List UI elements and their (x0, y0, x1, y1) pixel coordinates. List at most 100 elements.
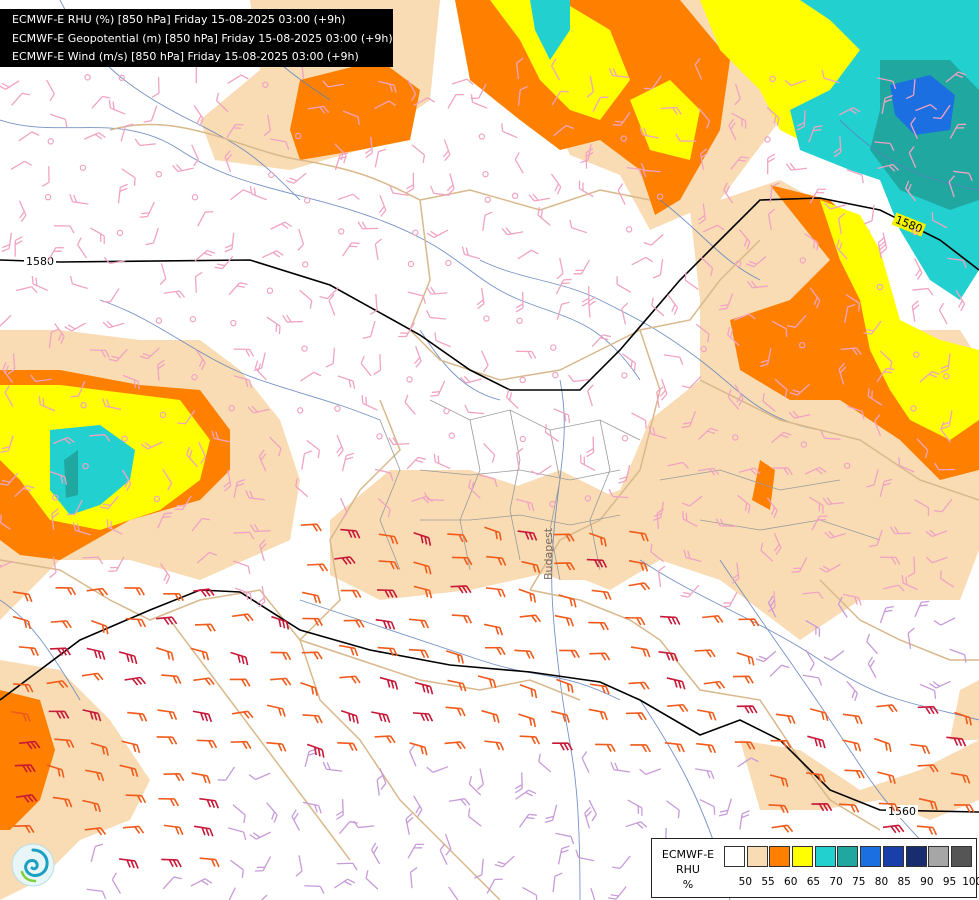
wind-barb (301, 450, 313, 470)
wind-barb (879, 478, 893, 498)
wind-barb (70, 380, 86, 398)
city-label-budapest: Budapest (542, 527, 555, 580)
wind-barb (186, 446, 198, 468)
calm-marker (191, 194, 199, 201)
wind-barb (295, 855, 303, 877)
wind-barb (325, 347, 336, 368)
wind-barb (360, 355, 372, 377)
wind-barb (703, 680, 726, 690)
calm-marker (191, 373, 198, 381)
wind-barb (728, 118, 737, 141)
calm-marker (769, 75, 776, 83)
wind-barb (270, 221, 293, 230)
wind-barb (47, 247, 64, 262)
wind-barb (409, 744, 417, 767)
wind-barb (736, 652, 755, 666)
wind-barb (408, 648, 430, 659)
wind-barb (161, 858, 182, 868)
wind-barb (738, 618, 760, 627)
wind-barb (230, 740, 252, 750)
wind-barb (590, 683, 610, 695)
wind-barb (591, 334, 612, 348)
wind-barb (517, 85, 528, 106)
wind-barb (773, 533, 782, 555)
wind-barb (306, 439, 321, 459)
map-title-box: ECMWF-E RHU (%) [850 hPa] Friday 15-08-2… (0, 9, 393, 67)
wind-barb (844, 303, 856, 323)
wind-barb (515, 447, 524, 470)
wind-barb (700, 256, 714, 277)
wind-barb (842, 739, 862, 752)
wind-barb (811, 515, 828, 531)
calm-marker (625, 226, 633, 233)
wind-barb (194, 249, 216, 262)
wind-barb (398, 322, 415, 338)
wind-barb (933, 617, 956, 626)
wind-barb (521, 560, 541, 574)
wind-barb (89, 227, 105, 244)
wind-barb (434, 332, 451, 348)
calm-marker (876, 283, 884, 291)
wind-barb (552, 872, 563, 893)
wind-barb (824, 202, 846, 210)
wind-barb (484, 740, 505, 751)
wind-barb (197, 211, 214, 227)
wind-barb (157, 512, 173, 529)
legend-label-70: 70 (829, 876, 843, 888)
wind-barb (77, 237, 88, 259)
wind-barb (446, 173, 455, 196)
wind-barb (617, 183, 626, 205)
wind-barb (916, 825, 938, 836)
wind-barb (839, 803, 860, 813)
wind-barb (629, 530, 649, 542)
calm-marker (478, 133, 486, 140)
wind-barb (100, 495, 119, 510)
wind-barb (940, 421, 951, 443)
wind-barb (477, 675, 497, 689)
wind-barb (558, 594, 577, 608)
wind-barb (947, 257, 967, 269)
wind-barb (48, 328, 59, 349)
wind-barb (255, 856, 272, 872)
wind-barb (863, 320, 882, 335)
wind-barb (300, 371, 322, 382)
wind-barb (470, 94, 488, 109)
wind-barb (950, 772, 971, 784)
wind-barb (916, 438, 929, 459)
wind-barb (640, 162, 661, 173)
wind-barb (518, 588, 537, 603)
wind-barb (249, 524, 271, 533)
wind-barb (698, 108, 711, 129)
wind-barb (445, 706, 466, 717)
wind-barb (877, 77, 897, 90)
wind-barb (249, 831, 272, 840)
wind-barb (343, 619, 365, 628)
wind-barb (54, 225, 75, 234)
wind-barb (407, 79, 417, 102)
wind-barb (172, 164, 194, 173)
wind-barb (49, 556, 57, 579)
wind-barb (82, 799, 102, 813)
calm-marker (297, 407, 304, 414)
wind-barb (551, 90, 569, 106)
wind-barb (907, 556, 916, 578)
wind-barb (501, 227, 524, 236)
wind-barb (586, 384, 594, 407)
wind-barb (698, 427, 719, 440)
wind-barb (628, 582, 651, 591)
wind-barb (121, 469, 132, 491)
wind-barb (247, 894, 268, 900)
wind-barb (898, 457, 915, 473)
wind-barb (515, 57, 524, 80)
wind-barb (413, 795, 423, 817)
wind-barb (682, 510, 698, 527)
wind-barb (191, 517, 211, 532)
calm-marker (301, 345, 308, 352)
wind-barb (124, 676, 147, 686)
legend-swatch-90 (905, 846, 927, 867)
wind-barb (940, 353, 951, 374)
wind-barb (656, 386, 664, 408)
wind-barb (411, 144, 426, 164)
wind-barb (552, 742, 573, 751)
wind-barb (575, 849, 595, 862)
